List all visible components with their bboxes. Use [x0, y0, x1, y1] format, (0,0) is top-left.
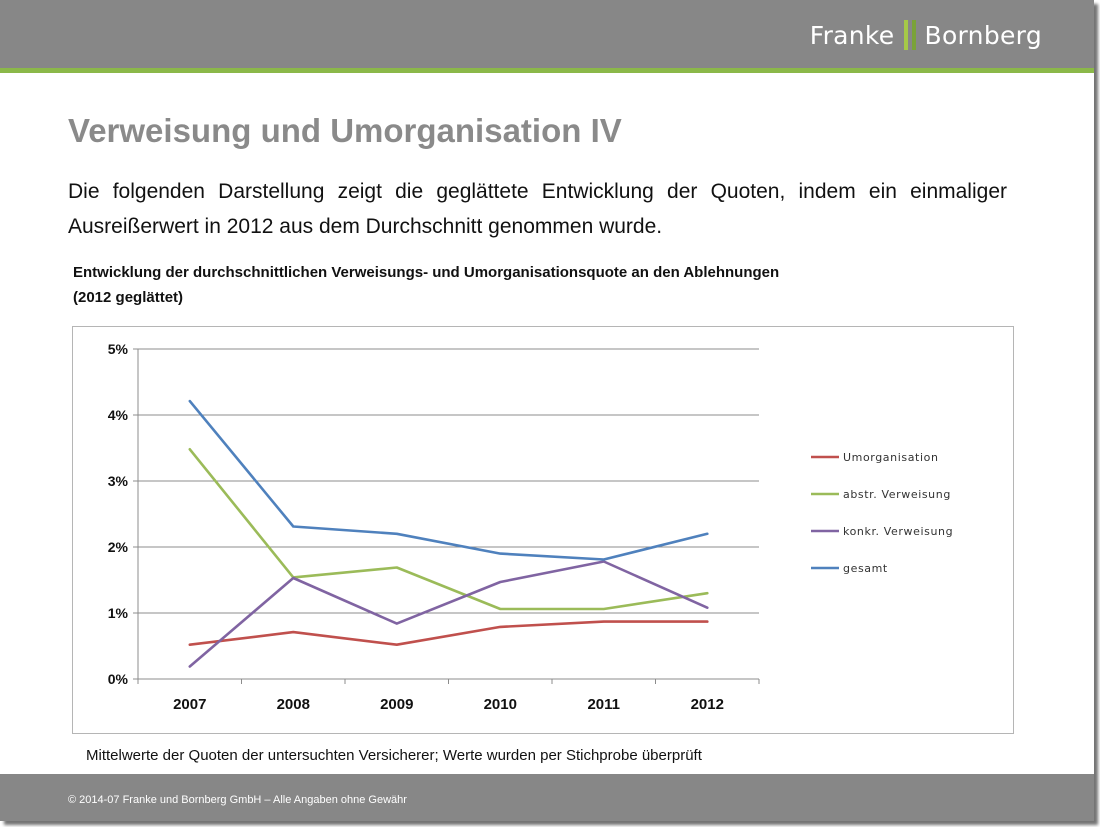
y-tick-label: 0% — [108, 671, 129, 687]
x-tick-label: 2008 — [277, 696, 310, 713]
legend-label: Umorganisation — [843, 451, 939, 464]
x-tick-label: 2010 — [484, 696, 517, 713]
y-tick-label: 3% — [108, 473, 129, 489]
footer-copyright: © 2014-07 Franke und Bornberg GmbH – All… — [68, 794, 407, 806]
series-line-umorganisation — [188, 620, 709, 647]
y-tick-label: 5% — [108, 341, 129, 357]
legend-label: gesamt — [843, 562, 888, 575]
series-line-abstr-verweisung — [188, 448, 709, 611]
series-line-konkr-verweisung — [188, 560, 709, 668]
logo-text-left: Franke — [809, 20, 895, 50]
y-tick-label: 1% — [108, 605, 129, 621]
header-accent-line — [0, 68, 1094, 73]
slide-title: Verweisung und Umorganisation IV — [68, 112, 622, 149]
footer-bar: © 2014-07 Franke und Bornberg GmbH – All… — [0, 774, 1094, 821]
legend-label: abstr. Verweisung — [843, 488, 951, 501]
chart-title-line2: (2012 geglättet) — [73, 289, 184, 306]
x-tick-label: 2007 — [173, 696, 206, 713]
series-line-gesamt — [188, 399, 709, 561]
x-tick-label: 2012 — [691, 696, 724, 713]
chart-title: Entwicklung der durchschnittlichen Verwe… — [73, 260, 973, 310]
logo-bars-icon — [903, 20, 916, 50]
company-logo: Franke Bornberg — [810, 20, 1042, 50]
y-tick-label: 2% — [108, 539, 129, 555]
x-tick-label: 2011 — [587, 696, 620, 713]
intro-text: Die folgenden Darstellung zeigt die gegl… — [68, 180, 1007, 238]
logo-text-right: Bornberg — [924, 20, 1042, 50]
chart-title-line1: Entwicklung der durchschnittlichen Verwe… — [73, 264, 780, 281]
x-tick-label: 2009 — [380, 696, 413, 713]
chart-frame: 0% 1% 2% 3% 4% 5% 2007 2008 2009 2010 2011 2012 Umo… — [72, 326, 1014, 734]
line-chart: 0% 1% 2% 3% 4% 5% 2007 2008 2009 2010 2011 2012 Umo… — [108, 341, 953, 713]
legend-label: konkr. Verweisung — [843, 525, 953, 538]
y-tick-label: 4% — [108, 407, 129, 423]
header-bar: Franke Bornberg — [0, 0, 1094, 68]
chart-footnote: Mittelwerte der Quoten der untersuchten … — [86, 747, 702, 764]
